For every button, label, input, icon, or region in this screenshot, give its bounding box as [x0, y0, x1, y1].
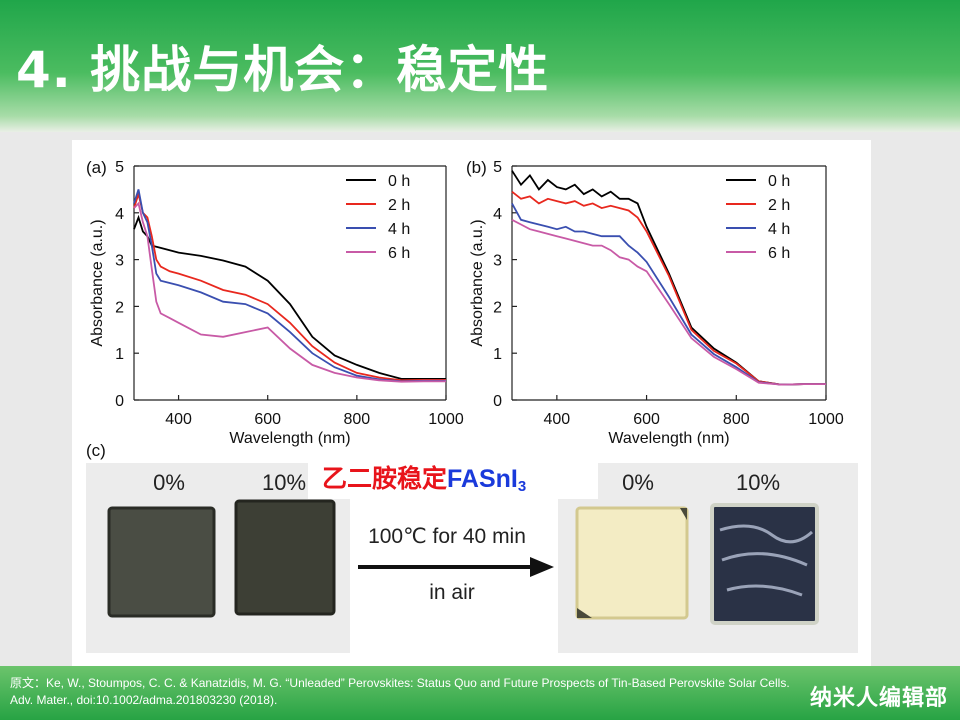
x-tick-label: 800: [344, 411, 371, 428]
series-line-4h: [511, 202, 826, 386]
y-tick-label: 5: [115, 159, 124, 176]
condition-line2: in air: [429, 581, 475, 604]
y-tick-label: 3: [115, 253, 124, 270]
legend-label: 4 h: [768, 221, 790, 238]
highlight-label: 乙二胺稳定FASnI3: [308, 459, 598, 499]
brand-logo: 纳米人编辑部: [809, 686, 948, 711]
y-tick-label: 3: [493, 253, 502, 270]
ylabel-a: Absorbance (a.u.): [89, 219, 106, 346]
x-tick-label: 800: [723, 411, 750, 428]
condition-line1: 100℃ for 40 min: [368, 525, 526, 548]
label-left-0pct: 0%: [153, 470, 185, 495]
condition-arrow-head: [530, 557, 554, 577]
film-aged-10pct: [710, 503, 819, 625]
x-tick-label: 400: [165, 411, 192, 428]
highlight-formula: FASnI3: [447, 465, 527, 495]
y-tick-label: 0: [115, 393, 124, 410]
legend-label: 2 h: [768, 197, 790, 214]
ylabel-b: Absorbance (a.u.): [469, 219, 486, 346]
y-tick-label: 1: [115, 346, 124, 363]
legend-a: 0 h 2 h 4 h 6 h: [346, 173, 410, 262]
xlabel-b: Wavelength (nm): [608, 430, 729, 447]
legend-label: 4 h: [388, 221, 410, 238]
x-tick-label: 1000: [428, 411, 464, 428]
legend-label: 0 h: [768, 173, 790, 190]
chart-a: (a) 400 600 800 1000 0 1 2 3 4 5 0 h 2 h 4 h 6 h Wav…: [86, 158, 464, 447]
y-tick-label: 1: [493, 346, 502, 363]
highlight-formula-base: FASnI: [447, 465, 518, 493]
legend-label: 6 h: [768, 245, 790, 262]
legend-label: 0 h: [388, 173, 410, 190]
label-right-0pct: 0%: [622, 470, 654, 495]
legend-b: 0 h 2 h 4 h 6 h: [726, 173, 790, 262]
lines-a: [133, 189, 446, 383]
slide-title: 4. 挑战与机会：稳定性: [16, 41, 550, 99]
x-tick-label: 400: [544, 411, 571, 428]
citation-text: 原文：Ke, W., Stoumpos, C. C. & Kanatzidis,…: [10, 676, 790, 707]
series-line-6h: [133, 201, 446, 383]
film-fresh-10pct: [234, 499, 336, 616]
header-bar: [0, 0, 960, 132]
film-fresh-0pct: [107, 506, 216, 618]
series-line-2h: [511, 190, 826, 386]
y-tick-label: 5: [493, 159, 502, 176]
figure-svg: (a) 400 600 800 1000 0 1 2 3 4 5 0 h 2 h 4 h 6 h Wav…: [86, 158, 858, 653]
legend-label: 6 h: [388, 245, 410, 262]
ticks-b: 400 600 800 1000 0 1 2 3 4 5: [493, 159, 844, 428]
y-tick-label: 2: [493, 299, 502, 316]
label-left-10pct: 10%: [262, 470, 306, 495]
film-aged-10pct-texture: [719, 524, 814, 597]
series-line-6h: [511, 219, 826, 386]
series-line-2h: [133, 190, 446, 382]
y-tick-label: 4: [115, 206, 124, 223]
chart-b: (b) 400 600 800 1000 0 1 2 3 4 5 0 h 2 h 4 h 6 h Wav…: [466, 158, 844, 447]
y-tick-label: 0: [493, 393, 502, 410]
panel-label-b: (b): [466, 158, 487, 177]
legend-label: 2 h: [388, 197, 410, 214]
photo-panel: (c) 0% 10% 0% 10% 100℃ for 40 min in air: [86, 441, 858, 653]
series-line-0h: [133, 214, 446, 380]
footer-bar: [0, 666, 960, 720]
series-line-4h: [133, 189, 446, 383]
x-tick-label: 1000: [808, 411, 844, 428]
y-tick-label: 4: [493, 206, 502, 223]
highlight-chinese: 乙二胺稳定: [322, 464, 448, 493]
lines-b: [511, 170, 826, 386]
highlight-formula-subscript: 3: [517, 478, 527, 495]
figure-panel: (a) 400 600 800 1000 0 1 2 3 4 5 0 h 2 h 4 h 6 h Wav…: [72, 140, 871, 667]
xlabel-a: Wavelength (nm): [229, 430, 350, 447]
film-aged-0pct: [575, 506, 689, 620]
label-right-10pct: 10%: [736, 470, 780, 495]
y-tick-label: 2: [115, 299, 124, 316]
x-tick-label: 600: [633, 411, 660, 428]
x-tick-label: 600: [254, 411, 281, 428]
ticks-a: 400 600 800 1000 0 1 2 3 4 5: [115, 159, 464, 428]
panel-label-c: (c): [86, 441, 106, 460]
panel-label-a: (a): [86, 158, 107, 177]
